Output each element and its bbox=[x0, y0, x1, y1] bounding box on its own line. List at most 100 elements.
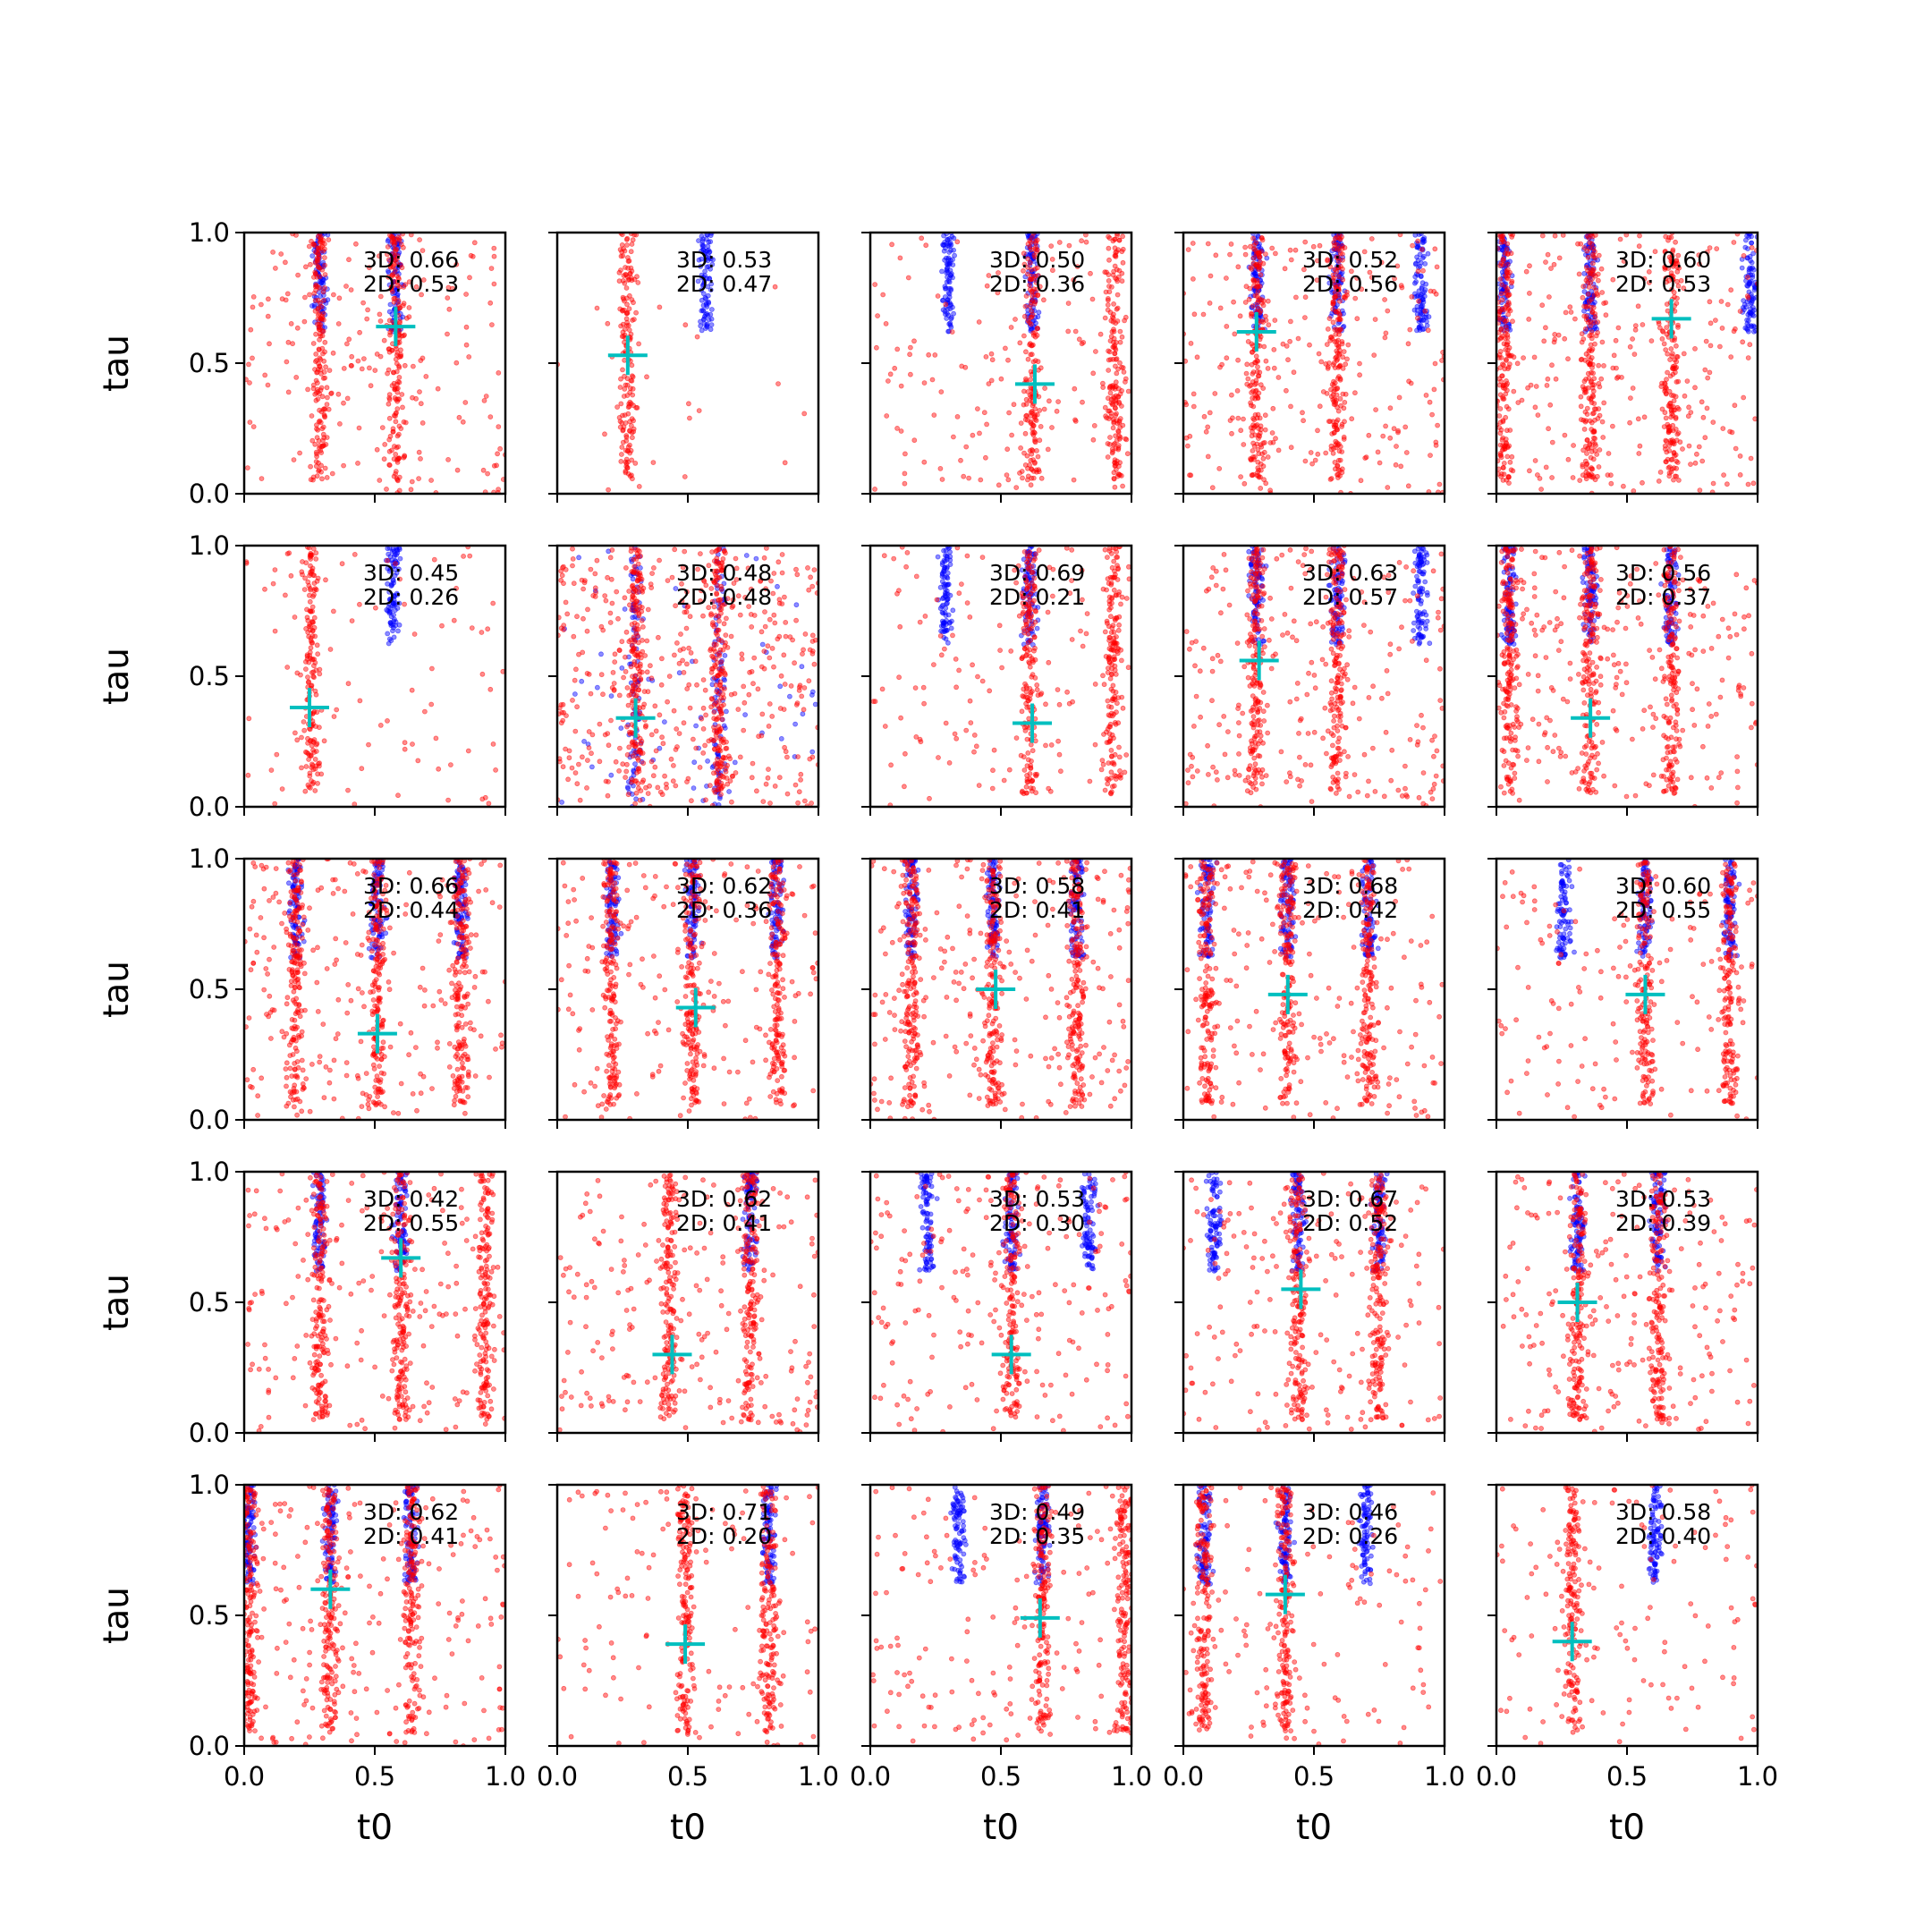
red-point bbox=[625, 411, 631, 417]
annotation-2d: 2D: 0.53 bbox=[363, 271, 459, 297]
red-point bbox=[1707, 369, 1713, 376]
red-point bbox=[639, 738, 645, 744]
red-point bbox=[1262, 439, 1267, 445]
red-point bbox=[767, 701, 773, 707]
red-point bbox=[961, 473, 967, 479]
red-point bbox=[1546, 294, 1552, 300]
y-tick-label: 1.0 bbox=[189, 530, 230, 561]
red-point bbox=[1021, 450, 1027, 456]
red-point bbox=[1302, 294, 1309, 301]
red-point bbox=[1668, 414, 1674, 420]
red-point bbox=[377, 353, 384, 360]
red-point bbox=[782, 460, 788, 466]
red-point bbox=[352, 552, 358, 557]
red-point bbox=[1508, 467, 1514, 473]
red-point bbox=[1018, 420, 1024, 427]
estimate-marker bbox=[290, 688, 329, 728]
red-point bbox=[711, 724, 716, 730]
red-point bbox=[319, 267, 326, 273]
red-point bbox=[1341, 349, 1347, 355]
red-point bbox=[632, 801, 638, 807]
red-point bbox=[1111, 268, 1116, 275]
red-point bbox=[723, 746, 729, 751]
red-point bbox=[1380, 433, 1386, 439]
red-point bbox=[307, 261, 313, 267]
red-point bbox=[564, 713, 569, 718]
red-point bbox=[1415, 315, 1420, 321]
red-point bbox=[1563, 309, 1569, 316]
red-point bbox=[626, 258, 632, 264]
red-point bbox=[366, 741, 371, 748]
blue-point bbox=[1422, 260, 1428, 267]
red-point bbox=[1594, 452, 1600, 457]
red-point bbox=[1589, 241, 1595, 247]
red-point bbox=[800, 651, 805, 657]
red-point bbox=[410, 363, 416, 369]
annotation-3d: 3D: 0.50 bbox=[989, 247, 1085, 273]
blue-point bbox=[662, 719, 667, 724]
red-point bbox=[1576, 271, 1582, 277]
red-point bbox=[802, 798, 808, 804]
red-point bbox=[1185, 443, 1191, 449]
red-point bbox=[488, 266, 495, 272]
red-point bbox=[1664, 325, 1670, 331]
red-point bbox=[1288, 257, 1294, 263]
red-point bbox=[329, 470, 335, 477]
red-point bbox=[1581, 378, 1588, 385]
red-point bbox=[1637, 233, 1642, 239]
red-point bbox=[248, 326, 254, 333]
red-point bbox=[1115, 443, 1122, 449]
red-point bbox=[258, 301, 264, 308]
red-point bbox=[451, 617, 457, 623]
red-point bbox=[1721, 472, 1726, 478]
red-point bbox=[396, 423, 402, 429]
red-point bbox=[625, 702, 631, 708]
red-point bbox=[1632, 323, 1639, 329]
red-point bbox=[313, 459, 319, 464]
red-point bbox=[1373, 407, 1378, 413]
red-point bbox=[1119, 403, 1124, 409]
red-point bbox=[1416, 298, 1421, 304]
red-point bbox=[1031, 414, 1038, 420]
red-point bbox=[1323, 450, 1329, 456]
red-point bbox=[594, 557, 600, 564]
blue-point bbox=[707, 275, 712, 282]
red-point bbox=[301, 719, 307, 724]
red-point bbox=[1670, 351, 1675, 357]
red-point bbox=[908, 371, 913, 377]
red-point bbox=[998, 376, 1004, 382]
red-point bbox=[397, 261, 403, 267]
red-point bbox=[623, 565, 629, 571]
red-point bbox=[322, 284, 327, 291]
red-point bbox=[309, 437, 316, 444]
red-point bbox=[620, 367, 625, 373]
red-point bbox=[623, 669, 629, 674]
red-point bbox=[627, 602, 632, 608]
red-point bbox=[445, 457, 452, 462]
red-point bbox=[592, 585, 598, 591]
red-point bbox=[613, 758, 619, 765]
red-point bbox=[1503, 414, 1509, 420]
red-point bbox=[489, 322, 495, 328]
red-point bbox=[1702, 435, 1708, 441]
red-point bbox=[1553, 376, 1559, 382]
red-point bbox=[659, 792, 665, 798]
red-point bbox=[318, 333, 324, 339]
red-point bbox=[315, 651, 321, 657]
red-point bbox=[1250, 303, 1256, 309]
red-point bbox=[479, 796, 486, 802]
red-point bbox=[963, 444, 970, 450]
red-point bbox=[321, 738, 327, 744]
red-point bbox=[648, 732, 655, 738]
red-point bbox=[584, 785, 589, 791]
red-point bbox=[657, 304, 663, 310]
red-point bbox=[318, 771, 325, 777]
red-point bbox=[1340, 251, 1345, 258]
red-point bbox=[1337, 457, 1343, 463]
red-point bbox=[1592, 341, 1597, 347]
red-point bbox=[1334, 386, 1340, 392]
red-point bbox=[643, 723, 648, 729]
red-point bbox=[703, 797, 708, 803]
red-point bbox=[1263, 318, 1269, 323]
red-point bbox=[1106, 408, 1111, 414]
